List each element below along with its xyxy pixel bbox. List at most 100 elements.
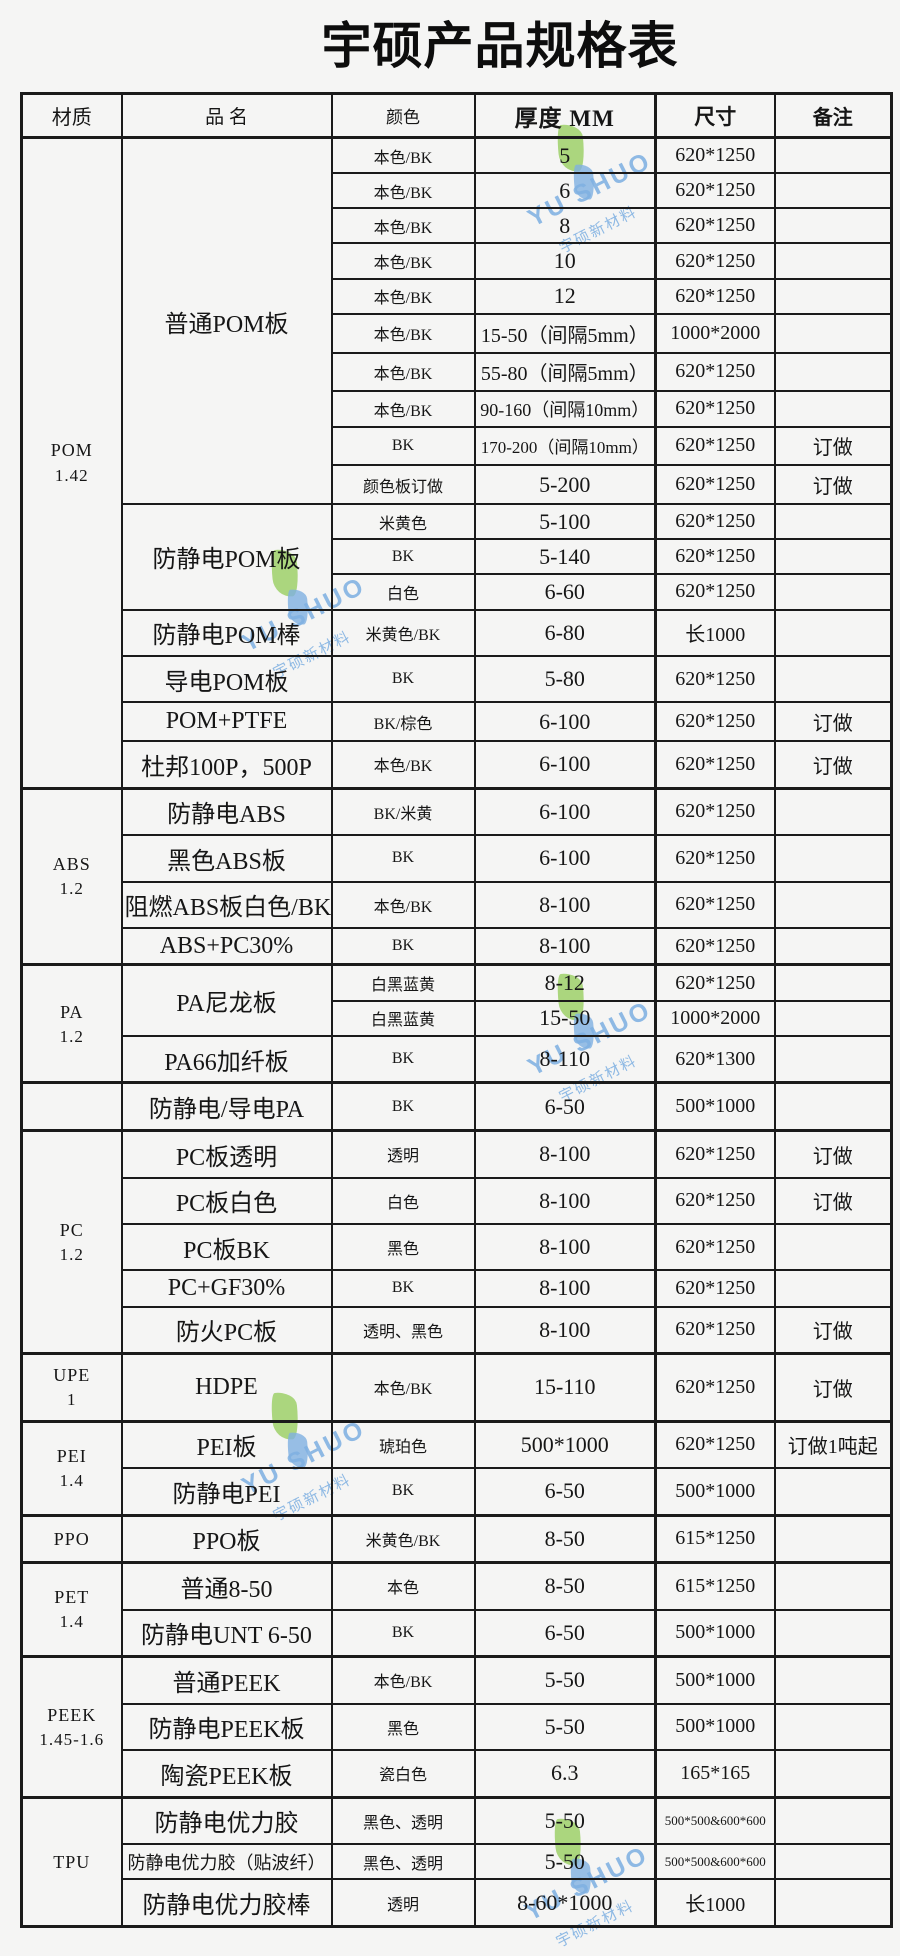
product-name-cell: POM+PTFE — [120, 701, 333, 743]
table-row: POM 1.42 普通POM板 本色/BK 5 620*1250 — [20, 136, 893, 790]
note-cell — [773, 1269, 893, 1308]
thickness-cell: 12 — [473, 277, 657, 315]
note-cell — [773, 1843, 893, 1881]
thickness-cell: 15-50（间隔5mm） — [473, 312, 657, 354]
size-cell: 620*1250 — [654, 880, 776, 930]
size-cell: 620*1250 — [654, 351, 776, 393]
product-name-cell: 防静电/导电PA — [120, 1081, 333, 1132]
size-cell: 620*1250 — [654, 538, 776, 576]
size-cell: 1000*2000 — [654, 999, 776, 1037]
product-name-cell: ABS+PC30% — [120, 927, 333, 966]
thickness-cell: 6 — [473, 172, 657, 210]
size-cell: 500*1000 — [654, 1467, 776, 1517]
size-cell: 620*1250 — [654, 1128, 776, 1179]
color-cell: 白色 — [330, 573, 476, 611]
table-row: 陶瓷PEEK板 瓷白色 6.3 165*165 — [22, 1749, 893, 1799]
table-row: 防静电优力胶棒 透明 8-60*1000 长1000 — [22, 1878, 893, 1928]
table-row: 本色/BK 12 620*1250 — [22, 277, 893, 315]
material-cell: ABS 1.2 — [20, 786, 123, 966]
product-name-cell: PEI板 — [120, 1419, 333, 1470]
product-name-cell: 防静电PEEK板 — [120, 1702, 333, 1752]
size-cell: 620*1250 — [654, 1176, 776, 1225]
material-cell: PET 1.4 — [20, 1561, 123, 1658]
material-cell: PA 1.2 — [20, 963, 123, 1084]
thickness-cell: 5-50 — [473, 1795, 657, 1846]
table-row: 防火PC板 透明、黑色 8-100 620*1250 订做 — [22, 1305, 893, 1355]
product-name-cell: 普通PEEK — [120, 1655, 333, 1705]
size-cell: 620*1250 — [654, 503, 776, 541]
note-cell — [773, 880, 893, 930]
note-cell — [773, 608, 893, 657]
size-cell: 620*1250 — [654, 927, 776, 966]
table-row: PC+GF30% BK 8-100 620*1250 — [22, 1269, 893, 1308]
note-cell — [773, 1795, 893, 1846]
color-cell: 本色/BK — [330, 351, 476, 393]
table-row: 防静电UNT 6-50 BK 6-50 500*1000 — [22, 1608, 893, 1658]
table-row: ABS+PC30% BK 8-100 620*1250 — [22, 927, 893, 966]
color-cell: BK — [330, 425, 476, 467]
size-cell: 620*1250 — [654, 1419, 776, 1470]
note-cell — [773, 1081, 893, 1132]
color-cell: 本色 — [330, 1561, 476, 1611]
table-row: 颜色板订做 5-200 620*1250 订做 — [22, 464, 893, 506]
note-cell: 订做 — [773, 740, 893, 790]
color-cell: 透明、黑色 — [330, 1305, 476, 1355]
thickness-cell: 8-100 — [473, 1176, 657, 1225]
table-row: 导电POM板 BK 5-80 620*1250 — [22, 654, 893, 704]
table-row: 防静电PEI BK 6-50 500*1000 — [22, 1467, 893, 1517]
note-cell — [773, 1467, 893, 1517]
note-cell — [773, 242, 893, 280]
size-cell: 615*1250 — [654, 1561, 776, 1611]
product-name-cell: PA尼龙板 — [120, 963, 333, 1037]
thickness-cell: 15-50 — [473, 999, 657, 1037]
thickness-cell: 5-200 — [473, 464, 657, 506]
table-row: 本色/BK 90-160（间隔10mm） 620*1250 — [22, 390, 893, 428]
product-name-cell: 普通8-50 — [120, 1561, 333, 1611]
thickness-cell: 8-100 — [473, 880, 657, 930]
color-cell: 透明 — [330, 1878, 476, 1928]
product-name-cell: 黑色ABS板 — [120, 834, 333, 883]
color-cell: 琥珀色 — [330, 1419, 476, 1470]
size-cell: 620*1250 — [654, 654, 776, 704]
color-cell: 白黑蓝黄 — [330, 999, 476, 1037]
table-row: 防静电POM棒 米黄色/BK 6-80 长1000 — [22, 608, 893, 657]
thickness-cell: 90-160（间隔10mm） — [473, 390, 657, 428]
size-cell: 500*1000 — [654, 1655, 776, 1705]
note-cell — [773, 999, 893, 1037]
note-cell — [773, 1749, 893, 1799]
product-name-cell: 阻燃ABS板白色/BK — [120, 880, 333, 930]
table-row: 黑色ABS板 BK 6-100 620*1250 — [22, 834, 893, 883]
thickness-cell: 500*1000 — [473, 1419, 657, 1470]
size-cell: 620*1250 — [654, 701, 776, 743]
size-cell: 620*1250 — [654, 464, 776, 506]
size-cell: 长1000 — [654, 608, 776, 657]
product-name-cell: 普通POM板 — [120, 136, 333, 506]
thickness-cell: 5-140 — [473, 538, 657, 576]
product-name-cell: PPO板 — [120, 1513, 333, 1564]
table-row: BK 170-200（间隔10mm） 620*1250 订做 — [22, 425, 893, 467]
color-cell: 白黑蓝黄 — [330, 963, 476, 1002]
material-cell: PEI 1.4 — [20, 1419, 123, 1517]
color-cell: BK — [330, 927, 476, 966]
note-cell: 订做 — [773, 425, 893, 467]
thickness-cell: 8-100 — [473, 1305, 657, 1355]
note-cell: 订做 — [773, 701, 893, 743]
table-row: PA 1.2 PA尼龙板 白黑蓝黄 8-12 620*1250 — [20, 963, 893, 1084]
thickness-cell: 8-100 — [473, 1222, 657, 1272]
table-row: 本色/BK 15-50（间隔5mm） 1000*2000 — [22, 312, 893, 354]
table-row: 白色 6-60 620*1250 — [22, 573, 893, 611]
color-cell: BK — [330, 1608, 476, 1658]
product-name-cell: 防静电优力胶（贴波纤） — [120, 1843, 333, 1881]
note-cell — [773, 1034, 893, 1084]
color-cell: BK — [330, 1467, 476, 1517]
header-product: 品 名 — [120, 92, 333, 139]
color-cell: 本色/BK — [330, 740, 476, 790]
thickness-cell: 6.3 — [473, 1749, 657, 1799]
size-cell: 620*1250 — [654, 136, 776, 175]
thickness-cell: 5-80 — [473, 654, 657, 704]
thickness-cell: 15-110 — [473, 1352, 657, 1423]
table-row: 杜邦100P，500P 本色/BK 6-100 620*1250 订做 — [22, 740, 893, 790]
color-cell: BK — [330, 654, 476, 704]
color-cell: 本色/BK — [330, 1655, 476, 1705]
material-cell: UPE 1 — [20, 1352, 123, 1423]
